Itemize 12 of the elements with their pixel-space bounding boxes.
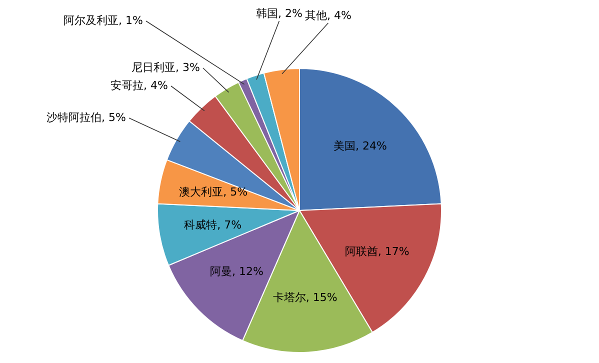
slice-label: 阿联酋, 17% [344,244,410,258]
slice-label: 科威特, 7% [184,218,242,232]
slice-label: 尼日利亚, 3% [132,60,200,74]
slice-label: 阿曼, 12% [210,265,264,278]
slice-label: 阿尔及利亚, 1% [64,14,143,27]
slice-label: 美国, 24% [334,140,387,153]
slice-label: 安哥拉, 4% [110,78,168,92]
slice-label: 韩国, 2% [256,6,302,20]
slice-label: 沙特阿拉伯, 5% [46,110,126,124]
slice-label: 卡塔尔, 15% [272,291,338,304]
slice-label: 澳大利亚, 5% [179,185,248,198]
slice-label: 其他, 4% [305,8,352,22]
